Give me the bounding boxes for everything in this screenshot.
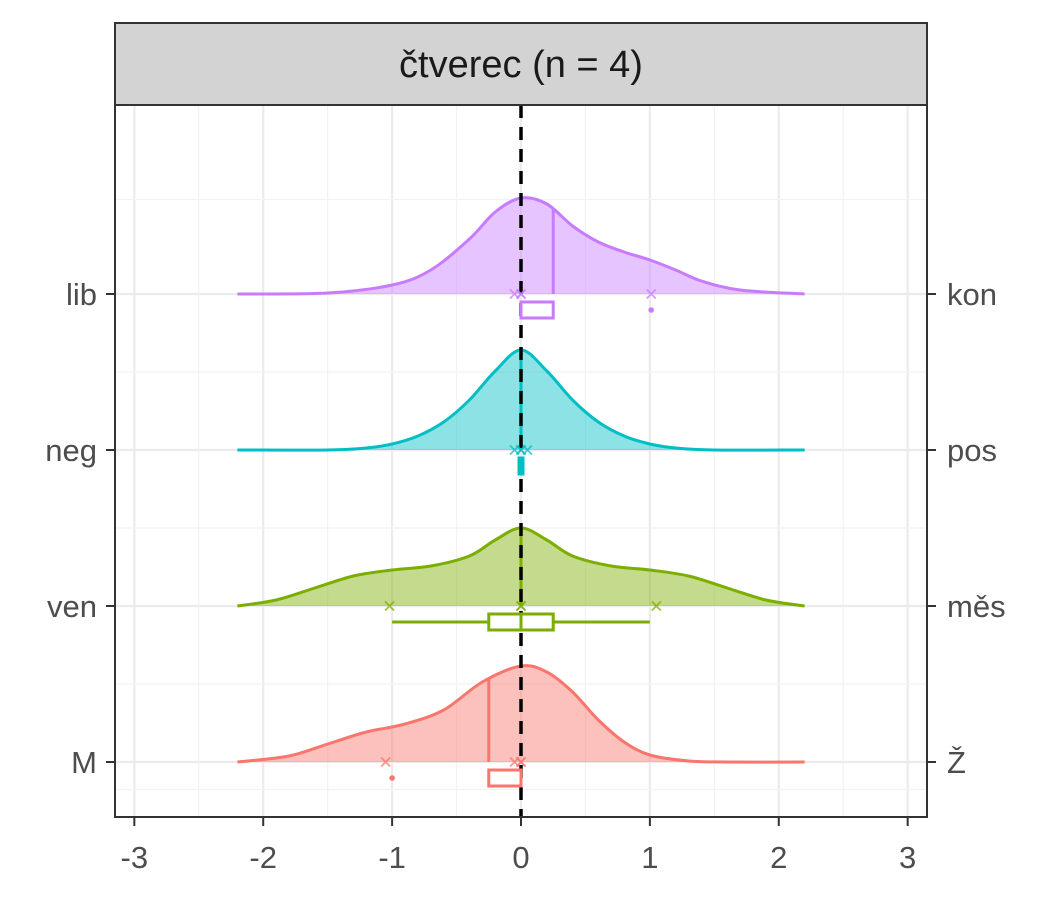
right-tick-label: pos bbox=[947, 433, 997, 468]
box-outlier bbox=[648, 307, 654, 313]
ridge-outline bbox=[237, 196, 805, 296]
x-tick-label: 0 bbox=[512, 840, 529, 875]
data-point bbox=[522, 444, 533, 456]
data-point bbox=[515, 288, 527, 300]
data-point bbox=[380, 756, 391, 768]
left-tick-label: M bbox=[71, 745, 97, 780]
box-iqr bbox=[519, 300, 555, 320]
x-tick-label: 2 bbox=[770, 840, 787, 875]
data-point bbox=[515, 756, 527, 768]
facet-strip-background bbox=[114, 22, 928, 106]
data-point bbox=[646, 288, 657, 300]
x-tick-label: -2 bbox=[249, 840, 277, 875]
x-tick-label: 3 bbox=[899, 840, 916, 875]
axes: -3 -2 -1 0 1 2 3 lib kon neg pos ven měs M Ž bbox=[45, 277, 1005, 875]
x-tick-label: 1 bbox=[641, 840, 658, 875]
left-tick-label: lib bbox=[66, 277, 97, 312]
facet-strip: čtverec (n = 4) bbox=[114, 22, 928, 106]
box-iqr bbox=[487, 768, 523, 788]
left-tick-label: ven bbox=[47, 589, 97, 624]
ridge-area bbox=[237, 665, 805, 763]
facet-strip-title: čtverec (n = 4) bbox=[399, 44, 643, 86]
data-point bbox=[515, 600, 527, 612]
left-tick-label: neg bbox=[45, 433, 97, 468]
row-overlays bbox=[380, 288, 662, 788]
x-tick-label: -3 bbox=[121, 840, 149, 875]
right-tick-label: Ž bbox=[947, 745, 966, 780]
box-outlier bbox=[389, 775, 395, 781]
right-tick-label: měs bbox=[947, 589, 1006, 624]
data-point bbox=[384, 600, 395, 612]
right-tick-label: kon bbox=[947, 277, 997, 312]
x-tick-label: -1 bbox=[378, 840, 406, 875]
ridge-outline bbox=[237, 664, 805, 764]
data-point bbox=[651, 600, 662, 612]
